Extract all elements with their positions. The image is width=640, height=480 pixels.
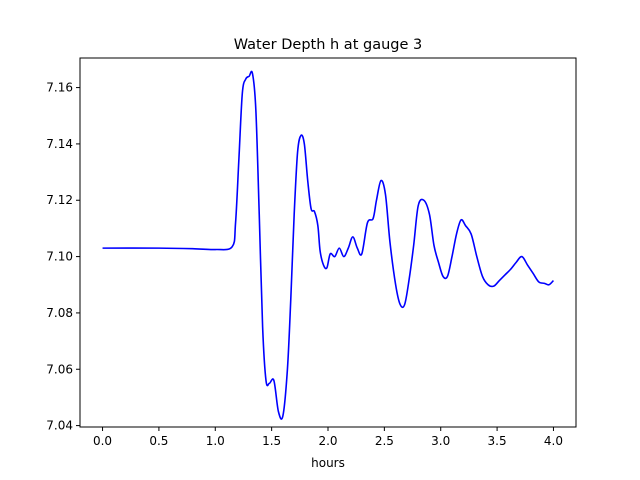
x-tick-label: 2.5 xyxy=(375,434,394,448)
x-tick-label: 4.0 xyxy=(544,434,563,448)
chart-title: Water Depth h at gauge 3 xyxy=(234,37,422,53)
x-tick-label: 0.0 xyxy=(93,434,112,448)
x-tick-label: 3.5 xyxy=(488,434,507,448)
x-tick-label: 2.0 xyxy=(318,434,337,448)
y-tick-label: 7.10 xyxy=(46,250,73,264)
y-tick-label: 7.14 xyxy=(46,137,73,151)
x-axis-ticks: 0.0 0.5 1.0 1.5 2.0 2.5 3.0 3.5 4.0 xyxy=(93,427,563,448)
y-axis-ticks: 7.04 7.06 7.08 7.10 7.12 7.14 7.16 xyxy=(46,81,80,433)
x-tick-label: 1.0 xyxy=(206,434,225,448)
x-tick-label: 0.5 xyxy=(149,434,168,448)
y-tick-label: 7.06 xyxy=(46,362,73,376)
y-tick-label: 7.12 xyxy=(46,193,73,207)
y-tick-label: 7.04 xyxy=(46,419,73,433)
x-tick-label: 1.5 xyxy=(262,434,281,448)
x-tick-label: 3.0 xyxy=(431,434,450,448)
y-tick-label: 7.08 xyxy=(46,306,73,320)
x-axis-label: hours xyxy=(311,456,345,470)
series-line xyxy=(102,70,555,420)
series-layer xyxy=(102,70,555,420)
y-tick-label: 7.16 xyxy=(46,81,73,95)
